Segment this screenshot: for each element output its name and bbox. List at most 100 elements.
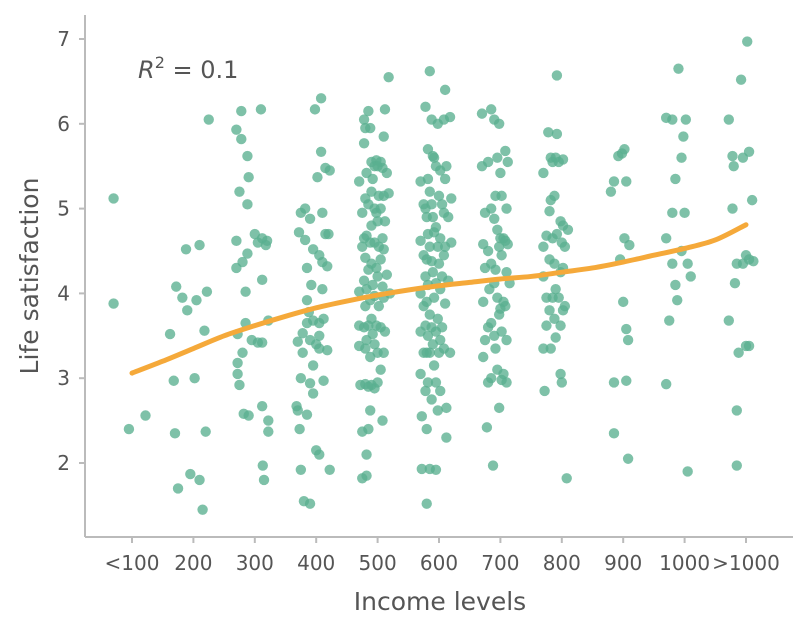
data-point [436, 199, 448, 210]
data-point [544, 205, 555, 217]
data-point [257, 460, 268, 471]
data-point [108, 193, 119, 204]
data-point [424, 309, 435, 320]
data-point [295, 464, 307, 475]
data-point [377, 233, 388, 244]
data-point [169, 428, 181, 439]
data-point [322, 261, 333, 272]
data-point [427, 211, 439, 223]
data-point [353, 176, 365, 187]
data-point [309, 104, 321, 115]
data-point [496, 190, 507, 202]
data-point [492, 224, 503, 235]
data-point [315, 146, 327, 157]
data-point [294, 423, 305, 435]
data-point [243, 410, 254, 421]
r-squared-annotation: R2 = 0.1 [138, 53, 238, 84]
x-tick-label: 300 [236, 551, 274, 575]
data-point [501, 267, 512, 278]
data-point [443, 211, 454, 223]
data-point [731, 405, 742, 416]
data-point [234, 186, 245, 197]
data-point [433, 258, 445, 269]
data-point [729, 278, 741, 289]
data-point [415, 368, 426, 380]
data-point [375, 364, 386, 375]
data-point [538, 167, 549, 179]
data-point [444, 347, 456, 358]
data-point [478, 296, 489, 308]
y-tick-label: 7 [57, 27, 70, 51]
data-point [358, 114, 370, 125]
data-point [553, 292, 564, 303]
data-point [685, 271, 696, 282]
x-tick-label: 900 [604, 551, 642, 575]
x-tick-label: 500 [359, 551, 397, 575]
data-point [171, 281, 182, 292]
data-point [191, 294, 202, 306]
data-point [446, 193, 457, 204]
data-point [240, 286, 251, 297]
data-point [605, 186, 617, 197]
data-point [297, 328, 308, 339]
data-point [487, 460, 499, 471]
r-value: = 0.1 [165, 56, 239, 84]
data-point [441, 432, 452, 443]
x-tick-label: <100 [105, 551, 160, 575]
data-point [432, 241, 443, 252]
data-point [379, 216, 391, 227]
y-tick-label: 2 [57, 451, 70, 475]
data-point [482, 156, 494, 168]
data-point [432, 405, 443, 416]
data-point [551, 70, 563, 81]
data-point [361, 470, 372, 481]
data-point [723, 315, 735, 326]
data-point [555, 320, 566, 331]
x-axis-ticks: <100 200 300 400 500 600 700 800 900 1000 >1000 [105, 537, 780, 575]
data-point [541, 320, 552, 331]
data-point [682, 466, 693, 477]
data-point [232, 368, 243, 380]
data-point [428, 152, 440, 163]
data-point [490, 343, 501, 354]
data-point [500, 145, 511, 157]
data-point [381, 269, 393, 280]
data-point [372, 271, 383, 282]
data-point [727, 150, 738, 162]
data-point [231, 124, 242, 135]
data-point [203, 114, 214, 125]
data-point [301, 294, 313, 306]
data-point [608, 428, 620, 439]
data-point [619, 144, 630, 155]
data-point [500, 300, 511, 312]
data-point [301, 409, 313, 420]
data-point [242, 248, 253, 259]
data-point [682, 258, 693, 269]
data-point [424, 347, 435, 358]
y-axis-title: Life satisfaction [15, 178, 44, 375]
data-point [660, 378, 672, 390]
data-point [673, 63, 684, 74]
x-tick-label: 600 [420, 551, 458, 575]
data-point [314, 449, 325, 460]
data-point [177, 292, 188, 303]
data-point [621, 375, 632, 386]
x-tick-label: 800 [543, 551, 581, 575]
data-point [667, 207, 678, 219]
data-point [378, 131, 389, 142]
y-tick-label: 5 [57, 197, 70, 221]
data-point [622, 453, 634, 464]
data-point [416, 411, 428, 422]
data-point [358, 275, 370, 286]
data-point [427, 267, 439, 278]
data-point [200, 426, 211, 437]
data-point [561, 473, 572, 484]
data-point [292, 405, 303, 416]
data-point [550, 332, 561, 343]
data-point [727, 203, 738, 214]
data-point [485, 203, 497, 214]
data-point [234, 379, 245, 391]
data-point [304, 498, 316, 509]
data-point [432, 313, 443, 325]
